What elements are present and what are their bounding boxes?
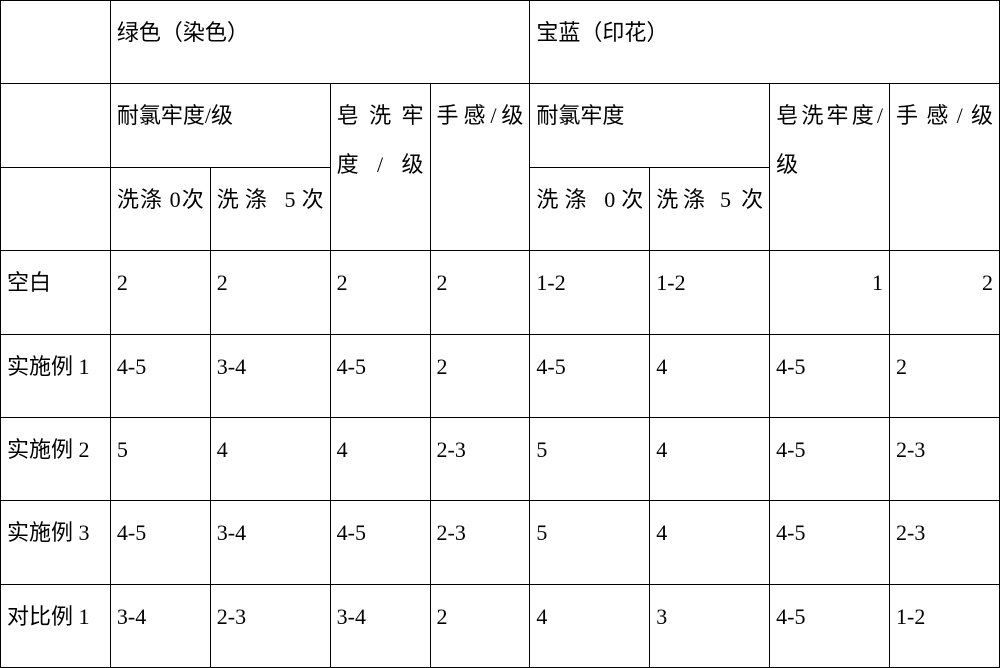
data-cell: 4-5 [770, 584, 890, 667]
data-cell: 4 [650, 334, 770, 417]
data-cell: 2 [430, 251, 530, 334]
data-rows: 空白22221-21-212实施例 14-53-44-524-544-52实施例… [1, 251, 1000, 668]
data-table-container: 绿色（染色） 宝蓝（印花） 耐氯牢度/级 皂洗牢度/级 手感/级 耐氯牢度 皂洗… [0, 0, 1000, 668]
table-row: 实施例 34-53-44-52-3544-52-3 [1, 501, 1000, 584]
group2-title: 宝蓝（印花） [530, 1, 1000, 84]
data-cell: 4 [330, 417, 430, 500]
blank-cell [1, 84, 111, 167]
data-cell: 4-5 [110, 501, 210, 584]
g1-wash5-header: 洗涤 5次 [210, 167, 330, 250]
data-cell: 5 [110, 417, 210, 500]
row-label: 对比例 1 [1, 584, 111, 667]
row-label: 实施例 2 [1, 417, 111, 500]
data-cell: 1-2 [890, 584, 1000, 667]
data-cell: 3-4 [330, 584, 430, 667]
table-row: 实施例 14-53-44-524-544-52 [1, 334, 1000, 417]
data-cell: 3-4 [210, 334, 330, 417]
data-cell: 3 [650, 584, 770, 667]
row-label: 实施例 1 [1, 334, 111, 417]
data-cell: 4-5 [530, 334, 650, 417]
data-cell: 2-3 [210, 584, 330, 667]
data-cell: 4-5 [770, 417, 890, 500]
data-cell: 2-3 [430, 417, 530, 500]
data-cell: 2-3 [890, 417, 1000, 500]
data-cell: 1-2 [530, 251, 650, 334]
g2-wash5-header: 洗涤 5 次 [650, 167, 770, 250]
data-cell: 2-3 [430, 501, 530, 584]
data-cell: 2-3 [890, 501, 1000, 584]
data-cell: 4 [650, 417, 770, 500]
data-cell: 4-5 [330, 501, 430, 584]
data-cell: 2 [110, 251, 210, 334]
data-cell: 3-4 [210, 501, 330, 584]
data-cell: 5 [530, 501, 650, 584]
g2-wash0-header: 洗涤 0次 [530, 167, 650, 250]
data-cell: 4-5 [330, 334, 430, 417]
table-row: 对比例 13-42-33-42434-51-2 [1, 584, 1000, 667]
data-table: 绿色（染色） 宝蓝（印花） 耐氯牢度/级 皂洗牢度/级 手感/级 耐氯牢度 皂洗… [0, 0, 1000, 668]
g2-hand-header: 手感/级 [890, 84, 1000, 251]
g2-soap-header: 皂洗牢度/级 [770, 84, 890, 251]
data-cell: 4-5 [770, 334, 890, 417]
data-cell: 2 [210, 251, 330, 334]
header-row-2: 耐氯牢度/级 皂洗牢度/级 手感/级 耐氯牢度 皂洗牢度/级 手感/级 [1, 84, 1000, 167]
data-cell: 3-4 [110, 584, 210, 667]
g1-soap-header: 皂洗牢度/级 [330, 84, 430, 251]
g1-hand-header: 手感/级 [430, 84, 530, 251]
data-cell: 4 [650, 501, 770, 584]
table-row: 空白22221-21-212 [1, 251, 1000, 334]
data-cell: 2 [430, 584, 530, 667]
data-cell: 2 [330, 251, 430, 334]
data-cell: 2 [430, 334, 530, 417]
data-cell: 4-5 [110, 334, 210, 417]
row-label: 实施例 3 [1, 501, 111, 584]
data-cell: 1-2 [650, 251, 770, 334]
data-cell: 2 [890, 334, 1000, 417]
header-row-1: 绿色（染色） 宝蓝（印花） [1, 1, 1000, 84]
data-cell: 4 [530, 584, 650, 667]
row-label: 空白 [1, 251, 111, 334]
data-cell: 1 [770, 251, 890, 334]
blank-cell [1, 167, 111, 250]
data-cell: 4 [210, 417, 330, 500]
g1-wash0-header: 洗涤 0次 [110, 167, 210, 250]
data-cell: 5 [530, 417, 650, 500]
table-row: 实施例 25442-3544-52-3 [1, 417, 1000, 500]
g1-chlorine-header: 耐氯牢度/级 [110, 84, 330, 167]
data-cell: 2 [890, 251, 1000, 334]
group1-title: 绿色（染色） [110, 1, 530, 84]
data-cell: 4-5 [770, 501, 890, 584]
blank-corner [1, 1, 111, 84]
g2-chlorine-header: 耐氯牢度 [530, 84, 770, 167]
